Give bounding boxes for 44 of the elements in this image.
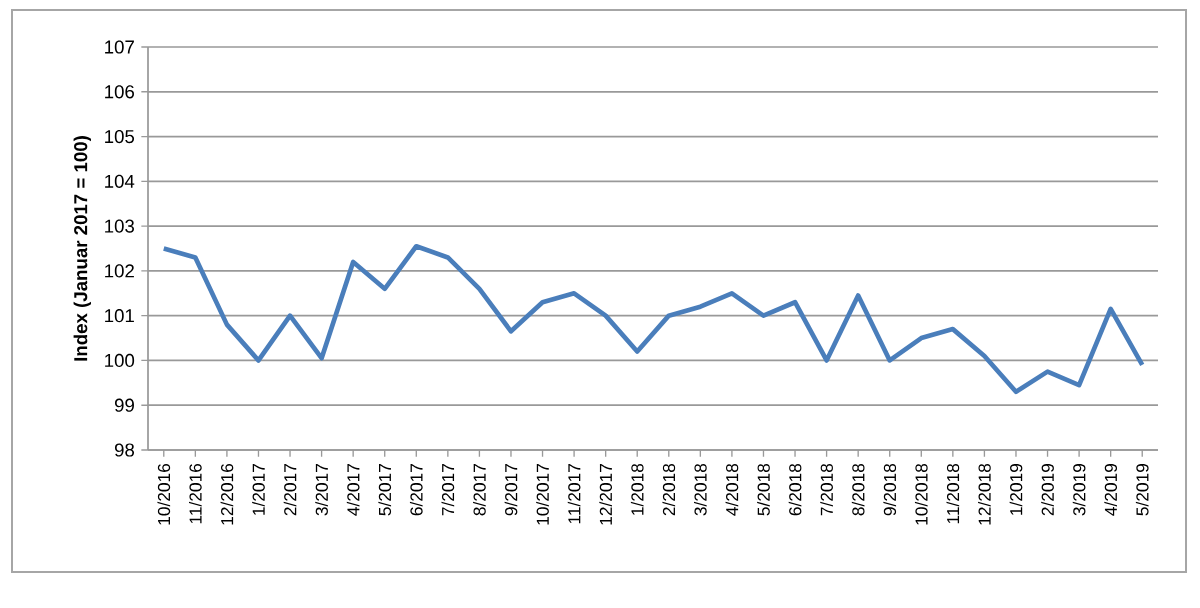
x-tick-label: 3/2017 xyxy=(315,464,328,516)
x-tick-label: 3/2018 xyxy=(693,463,707,516)
x-tick-label: 1/2019 xyxy=(1009,463,1023,515)
x-tick-label: 7/2018 xyxy=(820,463,833,516)
x-tick-label: 7/2017 xyxy=(441,464,455,516)
y-tick-label: 107 xyxy=(105,40,134,54)
y-tick-label: 106 xyxy=(105,85,135,99)
line-series xyxy=(161,243,1145,395)
x-tick-label: 1/2018 xyxy=(630,463,644,515)
x-tick-label: 10/2016 xyxy=(157,463,171,525)
x-tick-label: 10/2018 xyxy=(914,463,928,525)
x-tick-label: 12/2016 xyxy=(220,463,234,525)
x-tick-label: 6/2017 xyxy=(409,464,423,516)
x-tick-label: 9/2017 xyxy=(504,464,518,516)
x-tick-label: 5/2017 xyxy=(378,464,392,516)
x-tick-label: 4/2017 xyxy=(346,464,360,516)
x-tick-label: 9/2018 xyxy=(883,463,897,516)
y-tick-label: 103 xyxy=(105,219,135,233)
x-tick-label: 6/2018 xyxy=(788,463,802,516)
x-tick-label: 11/2018 xyxy=(946,463,960,524)
y-tick-label: 102 xyxy=(105,264,134,278)
y-tick-label: 99 xyxy=(114,398,134,412)
x-tick-label: 5/2019 xyxy=(1135,463,1149,516)
y-tick-label: 100 xyxy=(105,353,135,368)
x-tick-label: 10/2017 xyxy=(536,464,549,525)
y-tick-label: 105 xyxy=(105,129,135,144)
x-tick-label: 1/2017 xyxy=(252,464,265,515)
x-tick-label: 11/2017 xyxy=(567,464,581,524)
y-tick-label: 98 xyxy=(114,443,135,457)
y-tick-label: 101 xyxy=(105,309,134,323)
x-tick-label: 12/2017 xyxy=(599,464,613,525)
x-tick-label: 4/2019 xyxy=(1104,463,1118,516)
x-tick-label: 2/2018 xyxy=(662,463,676,516)
x-tick-label: 3/2019 xyxy=(1072,463,1086,516)
y-tick-label: 104 xyxy=(105,174,135,188)
x-tick-label: 4/2018 xyxy=(725,463,739,516)
x-tick-label: 2/2017 xyxy=(283,464,297,516)
y-axis-title: Index (Januar 2017 = 100) xyxy=(73,136,91,361)
x-tick-label: 12/2018 xyxy=(978,463,991,525)
x-tick-label: 8/2018 xyxy=(851,463,865,516)
x-tick-label: 8/2017 xyxy=(473,464,486,516)
x-tick-label: 11/2016 xyxy=(188,463,202,524)
x-tick-label: 5/2018 xyxy=(757,463,770,516)
x-tick-label: 2/2019 xyxy=(1041,463,1054,516)
